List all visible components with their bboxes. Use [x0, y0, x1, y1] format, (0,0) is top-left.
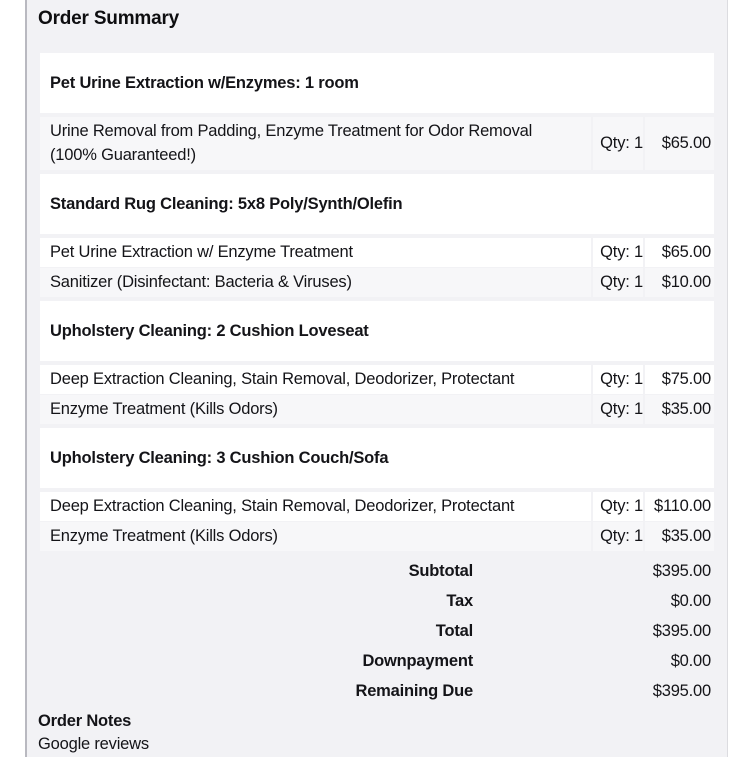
order-item-row: Urine Removal from Padding, Enzyme Treat…	[40, 117, 714, 170]
section-title: Upholstery Cleaning: 3 Cushion Couch/Sof…	[50, 449, 389, 467]
order-items-table: Pet Urine Extraction w/Enzymes: 1 room U…	[40, 53, 714, 551]
section-title: Standard Rug Cleaning: 5x8 Poly/Synth/Ol…	[50, 195, 403, 213]
order-item-row: Deep Extraction Cleaning, Stain Removal,…	[40, 492, 714, 521]
page-title: Order Summary	[38, 8, 180, 29]
panel-left-border	[25, 0, 27, 757]
total-value: $0.00	[670, 652, 711, 670]
item-price: $110.00	[645, 492, 714, 521]
item-name: Deep Extraction Cleaning, Stain Removal,…	[40, 365, 591, 394]
item-price: $35.00	[645, 395, 714, 424]
order-item-row: Sanitizer (Disinfectant: Bacteria & Viru…	[40, 268, 714, 297]
total-value: $395.00	[652, 682, 711, 700]
section-header-row: Standard Rug Cleaning: 5x8 Poly/Synth/Ol…	[40, 174, 714, 234]
item-qty: Qty: 1	[593, 522, 643, 551]
right-gutter	[728, 0, 738, 757]
item-name: Deep Extraction Cleaning, Stain Removal,…	[40, 492, 591, 521]
order-item-row: Pet Urine Extraction w/ Enzyme Treatment…	[40, 238, 714, 267]
item-price: $75.00	[645, 365, 714, 394]
item-name: Urine Removal from Padding, Enzyme Treat…	[40, 117, 591, 170]
item-qty: Qty: 1	[593, 365, 643, 394]
item-qty: Qty: 1	[593, 268, 643, 297]
total-label: Subtotal	[408, 562, 474, 580]
total-row: Total $395.00	[40, 616, 714, 646]
total-label: Tax	[446, 592, 473, 610]
item-price: $35.00	[645, 522, 714, 551]
order-notes: Order Notes Google reviews	[38, 710, 714, 756]
total-label: Remaining Due	[355, 682, 473, 700]
section-title: Pet Urine Extraction w/Enzymes: 1 room	[50, 74, 359, 92]
section-header-row: Pet Urine Extraction w/Enzymes: 1 room	[40, 53, 714, 113]
order-totals: Subtotal $395.00 Tax $0.00 Total $395.00…	[40, 556, 714, 706]
section-title: Upholstery Cleaning: 2 Cushion Loveseat	[50, 322, 369, 340]
item-qty: Qty: 1	[593, 238, 643, 267]
order-notes-text: Google reviews	[38, 735, 149, 753]
panel-right-border	[727, 0, 728, 757]
item-name: Pet Urine Extraction w/ Enzyme Treatment	[40, 238, 591, 267]
section-header-row: Upholstery Cleaning: 2 Cushion Loveseat	[40, 301, 714, 361]
order-item-row: Enzyme Treatment (Kills Odors) Qty: 1 $3…	[40, 395, 714, 424]
item-qty: Qty: 1	[593, 492, 643, 521]
item-price: $10.00	[645, 268, 714, 297]
order-item-row: Deep Extraction Cleaning, Stain Removal,…	[40, 365, 714, 394]
left-gutter	[0, 0, 25, 757]
item-name: Enzyme Treatment (Kills Odors)	[40, 522, 591, 551]
total-label: Downpayment	[362, 652, 473, 670]
section-header-row: Upholstery Cleaning: 3 Cushion Couch/Sof…	[40, 428, 714, 488]
total-value: $395.00	[652, 622, 711, 640]
item-qty: Qty: 1	[593, 395, 643, 424]
total-value: $395.00	[652, 562, 711, 580]
total-row: Tax $0.00	[40, 586, 714, 616]
total-row: Downpayment $0.00	[40, 646, 714, 676]
order-item-row: Enzyme Treatment (Kills Odors) Qty: 1 $3…	[40, 522, 714, 551]
total-value: $0.00	[670, 592, 711, 610]
total-row: Subtotal $395.00	[40, 556, 714, 586]
total-label: Total	[435, 622, 473, 640]
item-name: Enzyme Treatment (Kills Odors)	[40, 395, 591, 424]
order-notes-heading: Order Notes	[38, 712, 132, 730]
item-price: $65.00	[645, 238, 714, 267]
item-price: $65.00	[645, 117, 714, 170]
total-row: Remaining Due $395.00	[40, 676, 714, 706]
item-qty: Qty: 1	[593, 117, 643, 170]
order-summary-panel: Order Summary Pet Urine Extraction w/Enz…	[27, 0, 727, 757]
item-name: Sanitizer (Disinfectant: Bacteria & Viru…	[40, 268, 591, 297]
